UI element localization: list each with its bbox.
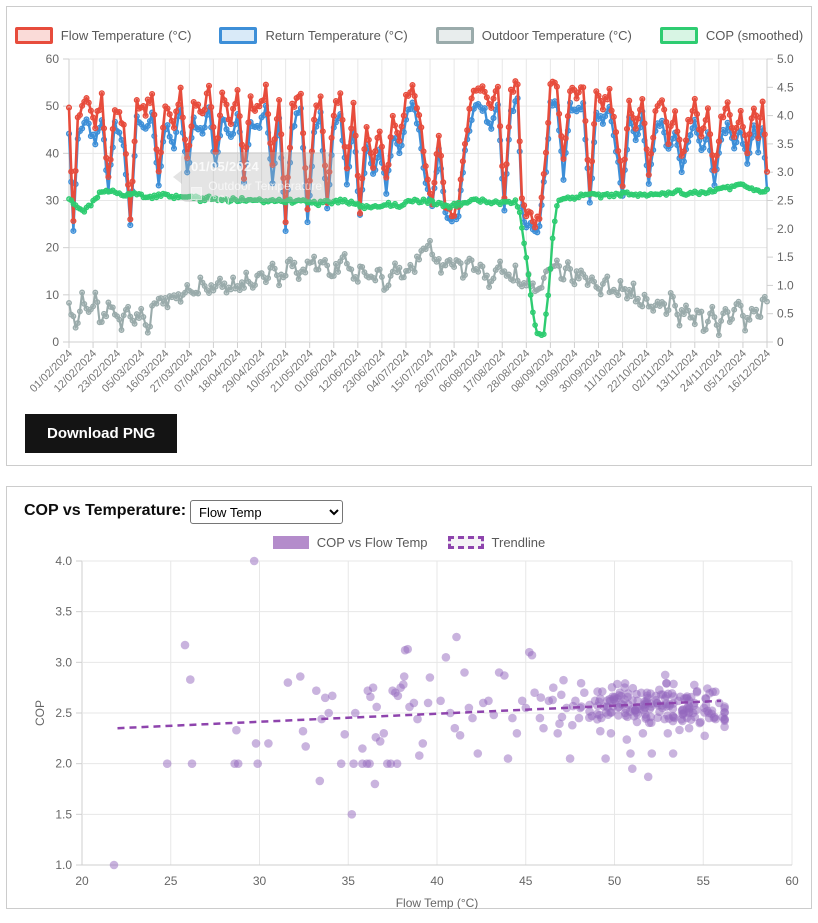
cop-vs-flow-temp-label: COP vs Flow Temp (316, 535, 428, 550)
svg-text:2.5: 2.5 (55, 706, 72, 720)
svg-text:40: 40 (430, 874, 444, 888)
legend-item-flow-temperature[interactable]: Flow Temperature (°C) (14, 27, 192, 44)
legend-item-cop-smoothed[interactable]: COP (smoothed) (659, 27, 804, 44)
svg-text:45: 45 (519, 874, 533, 888)
svg-text:3.5: 3.5 (777, 137, 794, 151)
cop-scatter-chart[interactable]: 20 25 30 35 40 45 50 55 60 1.0 1.5 2.0 2.5 3.0 3.5 4.0 C… (30, 554, 805, 909)
legend-item-outdoor-temperature[interactable]: Outdoor Temperature (°C) (435, 27, 632, 44)
svg-text:10: 10 (46, 288, 60, 302)
svg-text:2.5: 2.5 (777, 194, 794, 208)
temperature-chart-panel: Flow Temperature (°C) Return Temperature … (6, 6, 812, 466)
svg-text:1.0: 1.0 (777, 278, 794, 292)
svg-text:3.0: 3.0 (777, 165, 794, 179)
svg-text:0.5: 0.5 (777, 307, 794, 321)
trendline-label: Trendline (491, 535, 546, 550)
svg-text:COP: COP (33, 700, 47, 726)
svg-text:20: 20 (75, 874, 89, 888)
svg-text:40: 40 (46, 146, 60, 160)
svg-text:3.0: 3.0 (55, 655, 72, 669)
svg-text:Flow Temp (°C): Flow Temp (°C) (396, 896, 479, 909)
svg-text:50: 50 (46, 99, 60, 113)
cop-smoothed-swatch (659, 27, 698, 44)
legend-item-trendline[interactable]: Trendline (447, 535, 546, 550)
svg-text:4.0: 4.0 (55, 554, 72, 568)
return-temperature-swatch (219, 27, 258, 44)
svg-text:30: 30 (253, 874, 267, 888)
page: Flow Temperature (°C) Return Temperature … (0, 6, 818, 909)
svg-text:4.5: 4.5 (777, 80, 794, 94)
cop-smoothed-label: COP (smoothed) (705, 28, 804, 43)
trendline-swatch (447, 536, 484, 549)
cop-vs-flow-temp-swatch (272, 536, 309, 549)
svg-text:0: 0 (777, 335, 784, 349)
svg-text:20: 20 (46, 241, 60, 255)
outdoor-temperature-label: Outdoor Temperature (°C) (481, 28, 632, 43)
download-png-button[interactable]: Download PNG (25, 414, 178, 453)
outdoor-temperature-swatch (435, 27, 474, 44)
svg-text:60: 60 (785, 874, 799, 888)
flow-temperature-label: Flow Temperature (°C) (60, 28, 192, 43)
legend-item-cop-vs-flow-temp[interactable]: COP vs Flow Temp (272, 535, 428, 550)
svg-text:60: 60 (46, 52, 60, 66)
svg-text:55: 55 (697, 874, 711, 888)
flow-temperature-swatch (14, 27, 53, 44)
legend-item-return-temperature[interactable]: Return Temperature (°C) (219, 27, 408, 44)
svg-text:3.5: 3.5 (55, 605, 72, 619)
svg-text:1.5: 1.5 (55, 807, 72, 821)
svg-text:1.0: 1.0 (55, 858, 72, 872)
top-chart-legend: Flow Temperature (°C) Return Temperature … (7, 27, 811, 44)
svg-text:4.0: 4.0 (777, 109, 794, 123)
svg-text:25: 25 (164, 874, 178, 888)
svg-text:2.0: 2.0 (55, 757, 72, 771)
svg-text:1.5: 1.5 (777, 250, 794, 264)
temperature-time-series-chart[interactable]: 0 10 20 30 40 50 60 0 0.5 1.0 1.5 2.0 2.5 3.0 3.5 4.0 4.… (30, 45, 805, 405)
svg-text:2.0: 2.0 (777, 222, 794, 236)
temperature-select[interactable]: Flow Temp (190, 500, 343, 524)
svg-text:5.0: 5.0 (777, 52, 794, 66)
svg-text:30: 30 (46, 194, 60, 208)
cop-scatter-panel: COP vs Temperature: Flow Temp COP vs Flo… (6, 486, 812, 909)
cop-vs-temperature-title: COP vs Temperature: (24, 502, 187, 519)
svg-text:0: 0 (52, 335, 59, 349)
return-temperature-label: Return Temperature (°C) (265, 28, 408, 43)
scatter-legend: COP vs Flow Temp Trendline (7, 535, 811, 550)
svg-text:50: 50 (608, 874, 622, 888)
svg-text:35: 35 (342, 874, 356, 888)
